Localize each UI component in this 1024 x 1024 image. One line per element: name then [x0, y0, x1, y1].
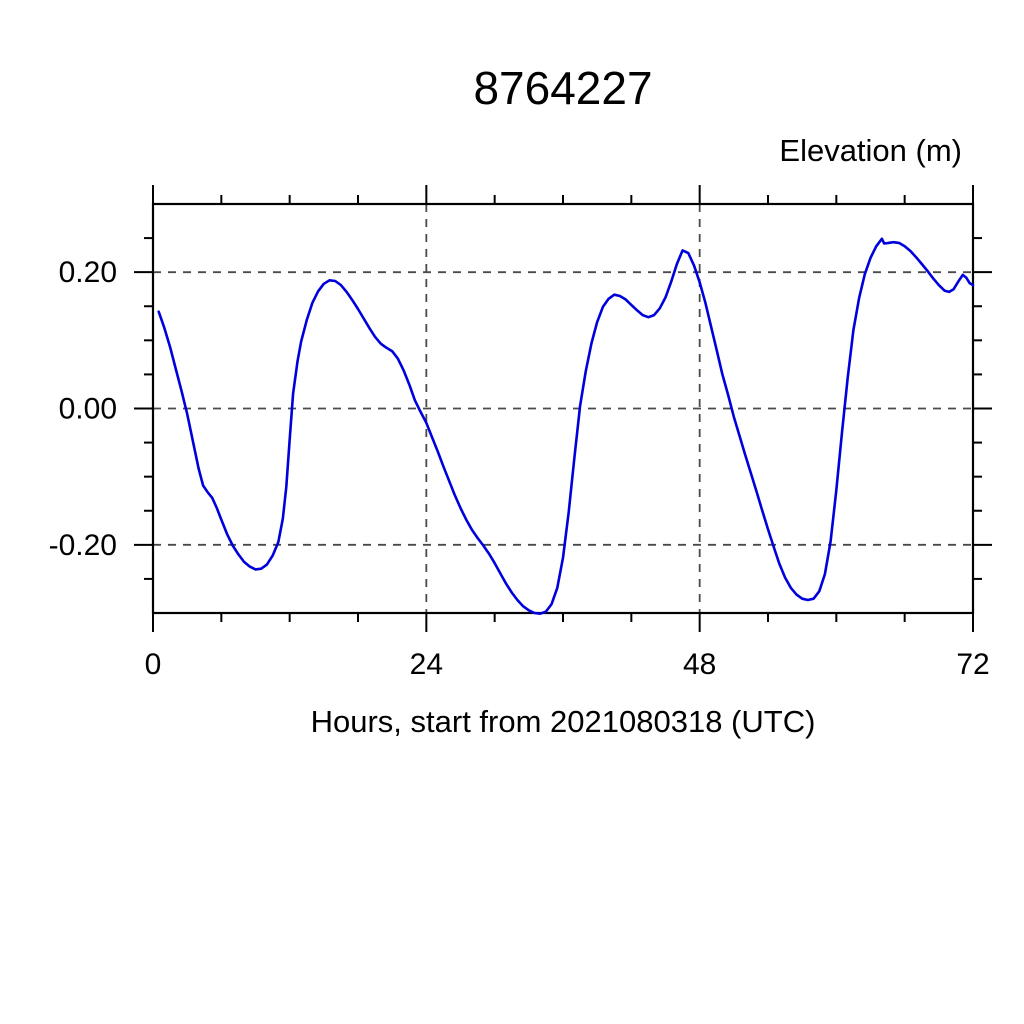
x-tick-label: 72 [956, 648, 989, 681]
x-tick-label: 24 [410, 648, 443, 681]
elevation-line [157, 237, 975, 615]
y-axis-header: Elevation (m) [779, 133, 962, 168]
chart-title: 8764227 [473, 62, 652, 114]
x-tick-label: 0 [145, 648, 162, 681]
plot-frame [151, 202, 975, 615]
x-tick-label: 48 [683, 648, 716, 681]
y-tick-label: -0.20 [49, 529, 117, 562]
y-tick-label: 0.20 [59, 256, 117, 289]
x-axis-label: Hours, start from 2021080318 (UTC) [311, 704, 816, 739]
y-tick-label: 0.00 [59, 393, 117, 426]
